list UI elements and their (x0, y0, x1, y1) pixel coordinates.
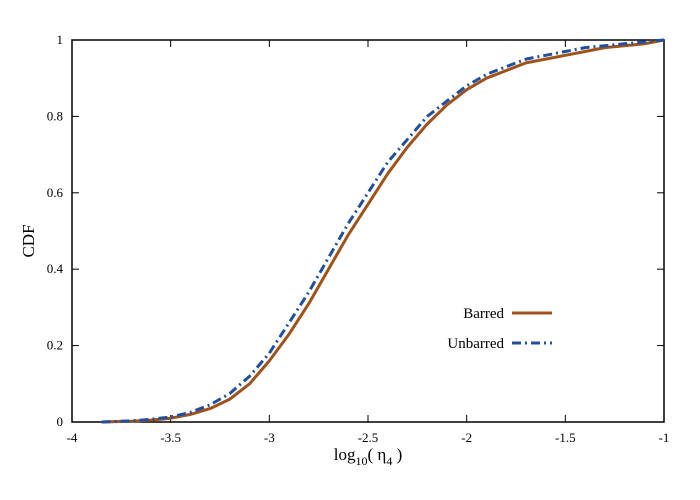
x-tick-label: -3.5 (160, 430, 181, 445)
y-axis-title: CDF (19, 224, 38, 257)
y-tick-label: 0 (57, 414, 64, 429)
y-tick-label: 0.4 (47, 261, 64, 276)
series-group (101, 38, 665, 424)
plot-frame (71, 39, 665, 423)
x-tick-label: -2.5 (358, 430, 379, 445)
series-line-unbarred (101, 38, 665, 424)
legend-label-barred: Barred (463, 306, 504, 322)
legend-label-unbarred: Unbarred (447, 336, 504, 352)
tick-labels-group: -4 -3.5 -3 -2.5 -2 -1.5 -1 0 0.2 0.4 0.6 0.8 1 (47, 32, 670, 445)
x-axis-title-sub: 10 (356, 454, 368, 468)
y-tick-label: 0.6 (47, 185, 64, 200)
x-tick-label: -1.5 (555, 430, 576, 445)
x-axis-title-mid: ( η (368, 445, 387, 464)
x-axis-title-prefix: log (334, 445, 356, 464)
x-tick-label: -3 (264, 430, 275, 445)
x-axis-title-suffix: ) (392, 445, 402, 464)
legend: Barred Unbarred (447, 306, 552, 352)
x-tick-label: -4 (67, 430, 78, 445)
x-tick-label: -1 (659, 430, 670, 445)
series-line-barred (101, 38, 665, 424)
x-axis-title-sub2: 4 (386, 454, 392, 468)
x-tick-label: -2 (461, 430, 472, 445)
y-tick-label: 1 (57, 32, 64, 47)
x-axis-title: log10( η4 ) (334, 445, 402, 468)
y-tick-label: 0.8 (47, 108, 63, 123)
y-tick-label: 0.2 (47, 338, 63, 353)
ticks-group (71, 39, 665, 423)
